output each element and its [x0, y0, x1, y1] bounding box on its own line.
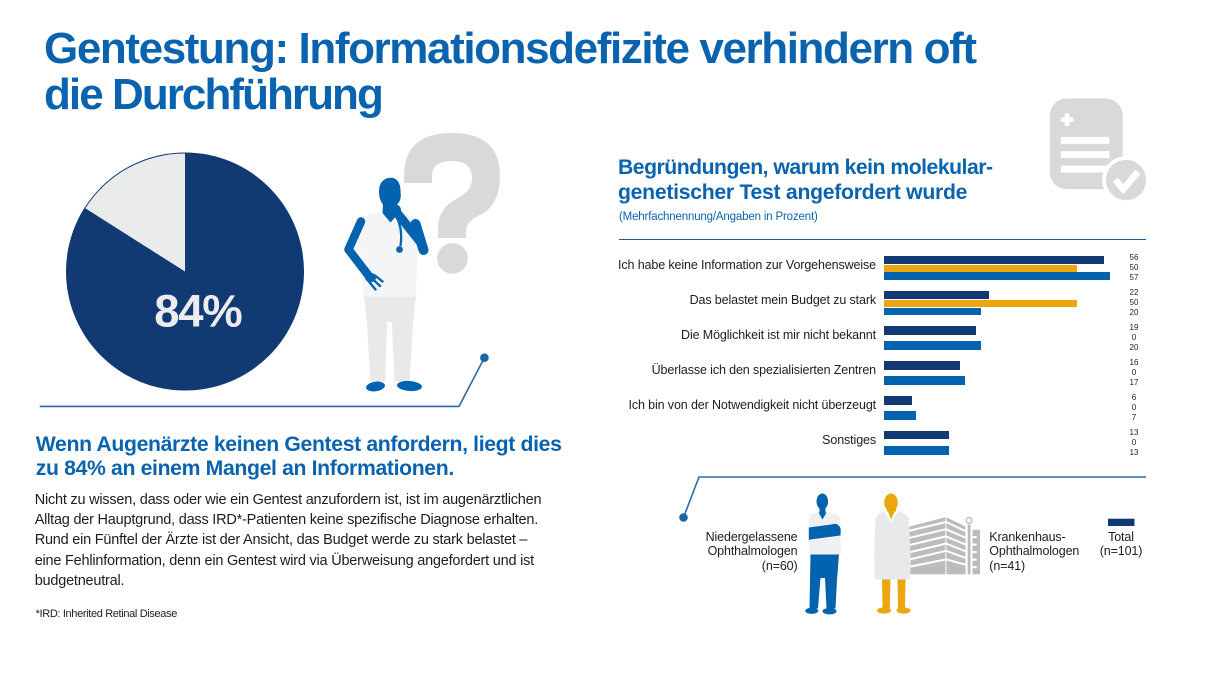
svg-text:84%: 84%	[154, 286, 242, 337]
